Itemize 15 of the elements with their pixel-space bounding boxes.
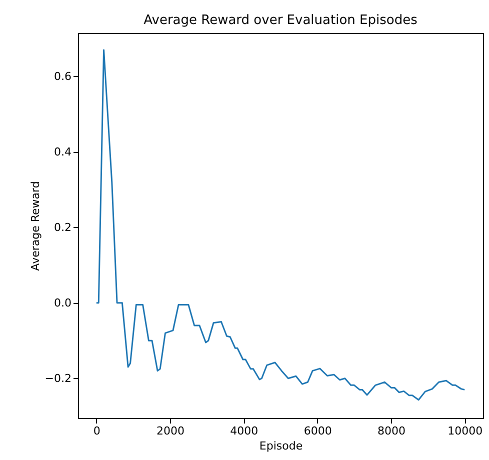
chart-title: Average Reward over Evaluation Episodes <box>144 13 418 28</box>
y-tick-label: 0.2 <box>54 220 72 234</box>
x-tick-label: 0 <box>93 424 100 438</box>
x-tick-label: 6000 <box>304 424 332 438</box>
x-tick-label: 10000 <box>448 424 483 438</box>
x-tick-label: 4000 <box>230 424 258 438</box>
y-axis-title: Average Reward <box>28 181 42 271</box>
x-tick-label: 8000 <box>377 424 406 438</box>
x-axis-title: Episode <box>259 440 303 452</box>
line-series <box>96 49 466 401</box>
y-tick-label: 0.4 <box>54 145 72 158</box>
x-tick-label: 2000 <box>156 424 185 438</box>
y-tick-label: 0.0 <box>54 296 72 310</box>
y-tick-label: −0.2 <box>44 372 72 385</box>
y-tick-label: 0.6 <box>54 70 72 83</box>
